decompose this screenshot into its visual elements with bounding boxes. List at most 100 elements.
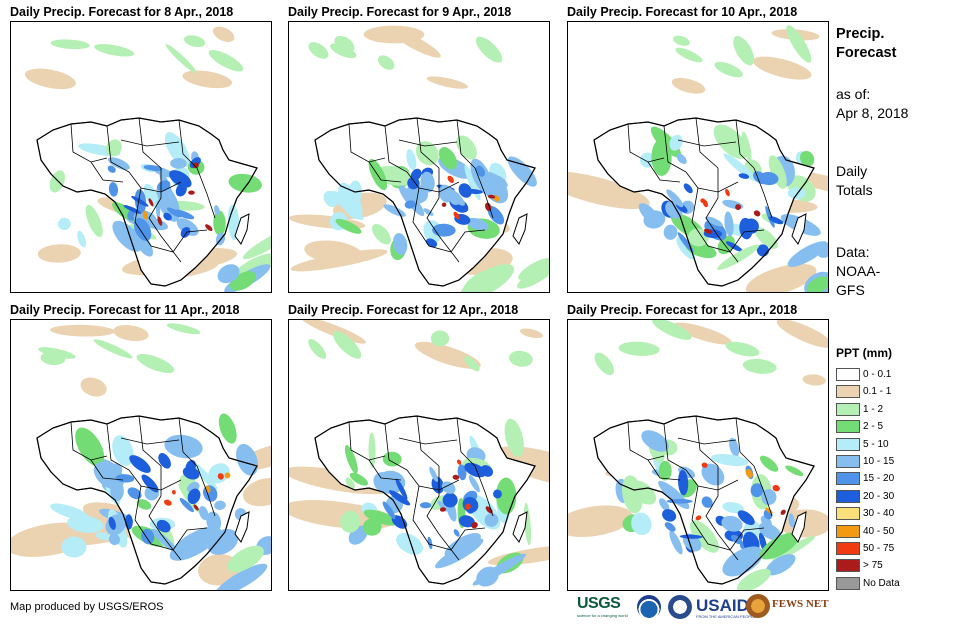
- precip-map-svg: [24, 26, 271, 292]
- precip-cell: [332, 331, 362, 359]
- precip-cell: [742, 358, 777, 374]
- precip-cell: [664, 522, 676, 532]
- precip-cell: [40, 351, 66, 366]
- precip-cell: [673, 322, 732, 345]
- country-border: [691, 187, 731, 253]
- usgs-tagline: science for a changing world: [577, 613, 628, 618]
- precip-cell: [462, 269, 503, 292]
- country-border: [412, 187, 452, 253]
- credit-text: Map produced by USGS/EROS: [10, 601, 164, 613]
- country-border: [406, 171, 460, 193]
- precip-cell: [167, 207, 183, 218]
- precip-cell: [488, 173, 508, 189]
- panel-title: Daily Precip. Forecast for 9 Apr., 2018: [288, 5, 512, 19]
- country-border: [148, 466, 162, 535]
- precip-cell: [308, 42, 329, 59]
- precip-cell: [484, 513, 499, 527]
- precip-cell: [464, 462, 486, 478]
- precip-cell: [441, 202, 447, 207]
- country-border: [148, 168, 162, 237]
- country-border: [178, 119, 198, 169]
- precip-cell: [340, 510, 361, 533]
- precip-cell: [458, 183, 472, 198]
- precip-cell: [722, 546, 763, 577]
- country-border: [647, 459, 681, 481]
- precip-cell: [382, 501, 396, 520]
- usaid-logo: USAID: [696, 596, 749, 615]
- country-border: [398, 139, 458, 147]
- precip-cell: [683, 183, 693, 194]
- precip-cell: [180, 227, 191, 238]
- as-of-value: Apr 8, 2018: [836, 105, 909, 121]
- panel-title: Daily Precip. Forecast for 13 Apr., 2018: [567, 303, 798, 317]
- country-border: [172, 229, 208, 253]
- precip-cell: [442, 492, 458, 508]
- precip-map: [288, 21, 550, 293]
- country-border: [456, 119, 476, 169]
- precip-cell: [368, 158, 388, 191]
- country-border: [456, 417, 476, 467]
- precip-cell: [158, 453, 171, 469]
- precip-cell: [166, 323, 201, 335]
- precip-cell: [157, 216, 163, 226]
- country-border: [160, 533, 182, 561]
- precip-cell: [373, 472, 397, 494]
- precip-cell: [788, 513, 795, 528]
- legend-swatch: [836, 420, 860, 434]
- country-border: [677, 139, 737, 147]
- precip-cell: [427, 536, 433, 550]
- precip-cell: [701, 463, 725, 486]
- precip-cell: [94, 44, 135, 57]
- precip-cell: [662, 509, 677, 522]
- coastline: [593, 117, 815, 287]
- precip-cell: [113, 324, 149, 342]
- precip-cell: [108, 516, 116, 530]
- precip-cell: [75, 427, 105, 467]
- precip-cell: [666, 189, 684, 208]
- precip-cell: [242, 227, 271, 260]
- country-border: [178, 417, 198, 467]
- country-border: [685, 171, 739, 193]
- precip-cell: [785, 465, 804, 477]
- legend-label: 10 - 15: [863, 455, 895, 467]
- precip-cell: [447, 175, 454, 183]
- precip-cell: [759, 455, 779, 472]
- precip-cell: [458, 515, 475, 528]
- country-border: [348, 123, 386, 163]
- legend-swatch: [836, 385, 860, 399]
- precip-cell: [323, 190, 339, 207]
- precip-cell: [737, 568, 771, 590]
- coastline: [314, 415, 536, 585]
- panel-title: Daily Precip. Forecast for 10 Apr., 2018: [567, 5, 798, 19]
- precip-cell: [335, 218, 362, 234]
- precip-cell: [487, 194, 496, 199]
- precip-cell: [423, 208, 434, 216]
- legend-swatch: [836, 524, 860, 538]
- precip-cell: [710, 454, 749, 466]
- country-border: [685, 469, 739, 491]
- precip-cell: [780, 509, 786, 515]
- country-border: [627, 421, 665, 461]
- precip-cell: [77, 230, 87, 248]
- precip-cell: [631, 512, 652, 536]
- country-border: [695, 117, 719, 169]
- legend-swatch: [836, 507, 860, 521]
- precip-cell: [765, 554, 796, 576]
- data-source-line2: NOAA-: [836, 263, 881, 279]
- precip-cell: [183, 35, 206, 48]
- precip-cell: [212, 26, 235, 42]
- precip-cell: [768, 155, 787, 189]
- precip-cell: [738, 173, 750, 179]
- legend-label: 30 - 40: [863, 508, 895, 520]
- precip-cell: [215, 563, 268, 590]
- precip-cell: [108, 182, 119, 197]
- precip-cell: [677, 232, 694, 253]
- country-border: [128, 469, 182, 491]
- country-border: [138, 117, 162, 169]
- country-border: [729, 229, 765, 253]
- precip-cell: [308, 338, 327, 359]
- precip-cell: [753, 210, 761, 217]
- legend-label: 40 - 50: [863, 525, 895, 537]
- precip-cell: [594, 352, 614, 376]
- precip-cell: [652, 320, 692, 340]
